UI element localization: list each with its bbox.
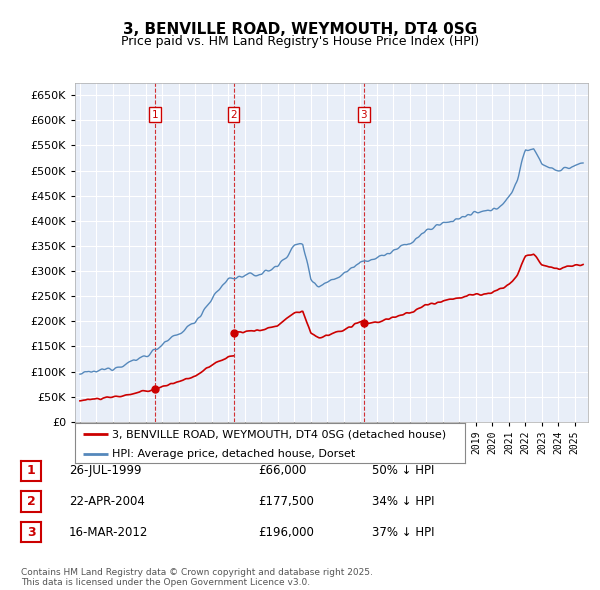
Text: 2: 2 [26, 495, 35, 508]
Text: 3, BENVILLE ROAD, WEYMOUTH, DT4 0SG: 3, BENVILLE ROAD, WEYMOUTH, DT4 0SG [123, 22, 477, 37]
Text: 26-JUL-1999: 26-JUL-1999 [69, 464, 142, 477]
Text: 37% ↓ HPI: 37% ↓ HPI [372, 526, 434, 539]
Text: 3: 3 [361, 110, 367, 120]
Text: 22-APR-2004: 22-APR-2004 [69, 495, 145, 508]
Text: £177,500: £177,500 [258, 495, 314, 508]
Text: 16-MAR-2012: 16-MAR-2012 [69, 526, 148, 539]
Text: 3: 3 [27, 526, 35, 539]
Text: Contains HM Land Registry data © Crown copyright and database right 2025.
This d: Contains HM Land Registry data © Crown c… [21, 568, 373, 587]
Text: HPI: Average price, detached house, Dorset: HPI: Average price, detached house, Dors… [112, 450, 355, 460]
Text: 1: 1 [26, 464, 35, 477]
Text: 1: 1 [152, 110, 158, 120]
Text: £66,000: £66,000 [258, 464, 307, 477]
Text: Price paid vs. HM Land Registry's House Price Index (HPI): Price paid vs. HM Land Registry's House … [121, 35, 479, 48]
Text: 3, BENVILLE ROAD, WEYMOUTH, DT4 0SG (detached house): 3, BENVILLE ROAD, WEYMOUTH, DT4 0SG (det… [112, 430, 446, 440]
Text: £196,000: £196,000 [258, 526, 314, 539]
Text: 34% ↓ HPI: 34% ↓ HPI [372, 495, 434, 508]
Text: 2: 2 [230, 110, 237, 120]
Text: 50% ↓ HPI: 50% ↓ HPI [372, 464, 434, 477]
